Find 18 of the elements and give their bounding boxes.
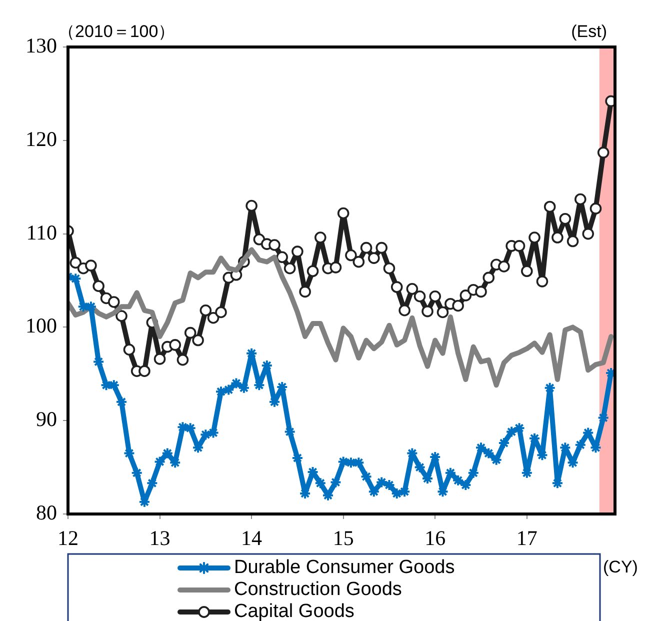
x-tick-label: 17	[516, 526, 538, 550]
x-tick-label: 15	[332, 526, 354, 550]
legend-label: Durable Consumer Goods	[234, 557, 455, 578]
x-tick-label: 16	[424, 526, 446, 550]
x-tick-label: 13	[149, 526, 170, 550]
legend-label: Construction Goods	[234, 579, 402, 600]
y-tick-label: 100	[26, 314, 57, 338]
y-tick-label: 120	[26, 126, 57, 151]
y-tick-label: 90	[36, 407, 57, 432]
y-axis-title: （2010＝100）	[58, 22, 176, 42]
x-axis-title: (CY)	[603, 558, 638, 577]
band-label: (Est)	[571, 22, 607, 42]
legend-label: Capital Goods	[234, 601, 354, 621]
y-tick-label: 130	[26, 34, 57, 58]
y-tick-label: 110	[26, 220, 57, 244]
x-tick-label: 14	[241, 526, 263, 550]
x-tick-label: 12	[58, 526, 78, 550]
y-tick-label: 80	[36, 500, 57, 525]
